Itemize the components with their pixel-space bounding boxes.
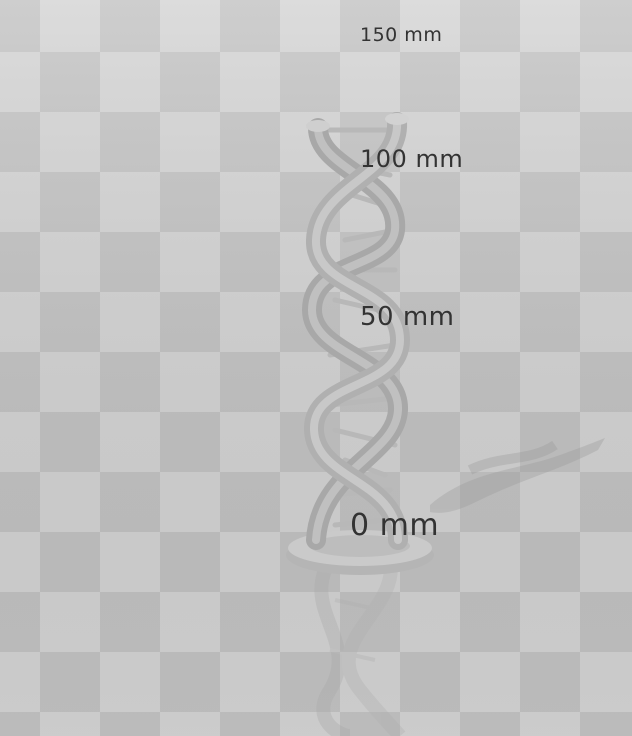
strand-one-cap	[306, 120, 330, 132]
model-shadow	[430, 438, 605, 513]
height-scale-label-150: 150 mm	[360, 24, 443, 46]
dna-helix-model[interactable]	[301, 112, 411, 550]
strand-two-cap	[385, 113, 409, 125]
strand-two-highlight	[309, 118, 405, 544]
height-scale-label-0: 0 mm	[350, 508, 440, 543]
height-scale-label-50: 50 mm	[360, 302, 455, 332]
height-scale-label-100: 100 mm	[360, 145, 464, 173]
strand-one-highlight	[307, 124, 403, 544]
model-reflection	[314, 556, 406, 736]
